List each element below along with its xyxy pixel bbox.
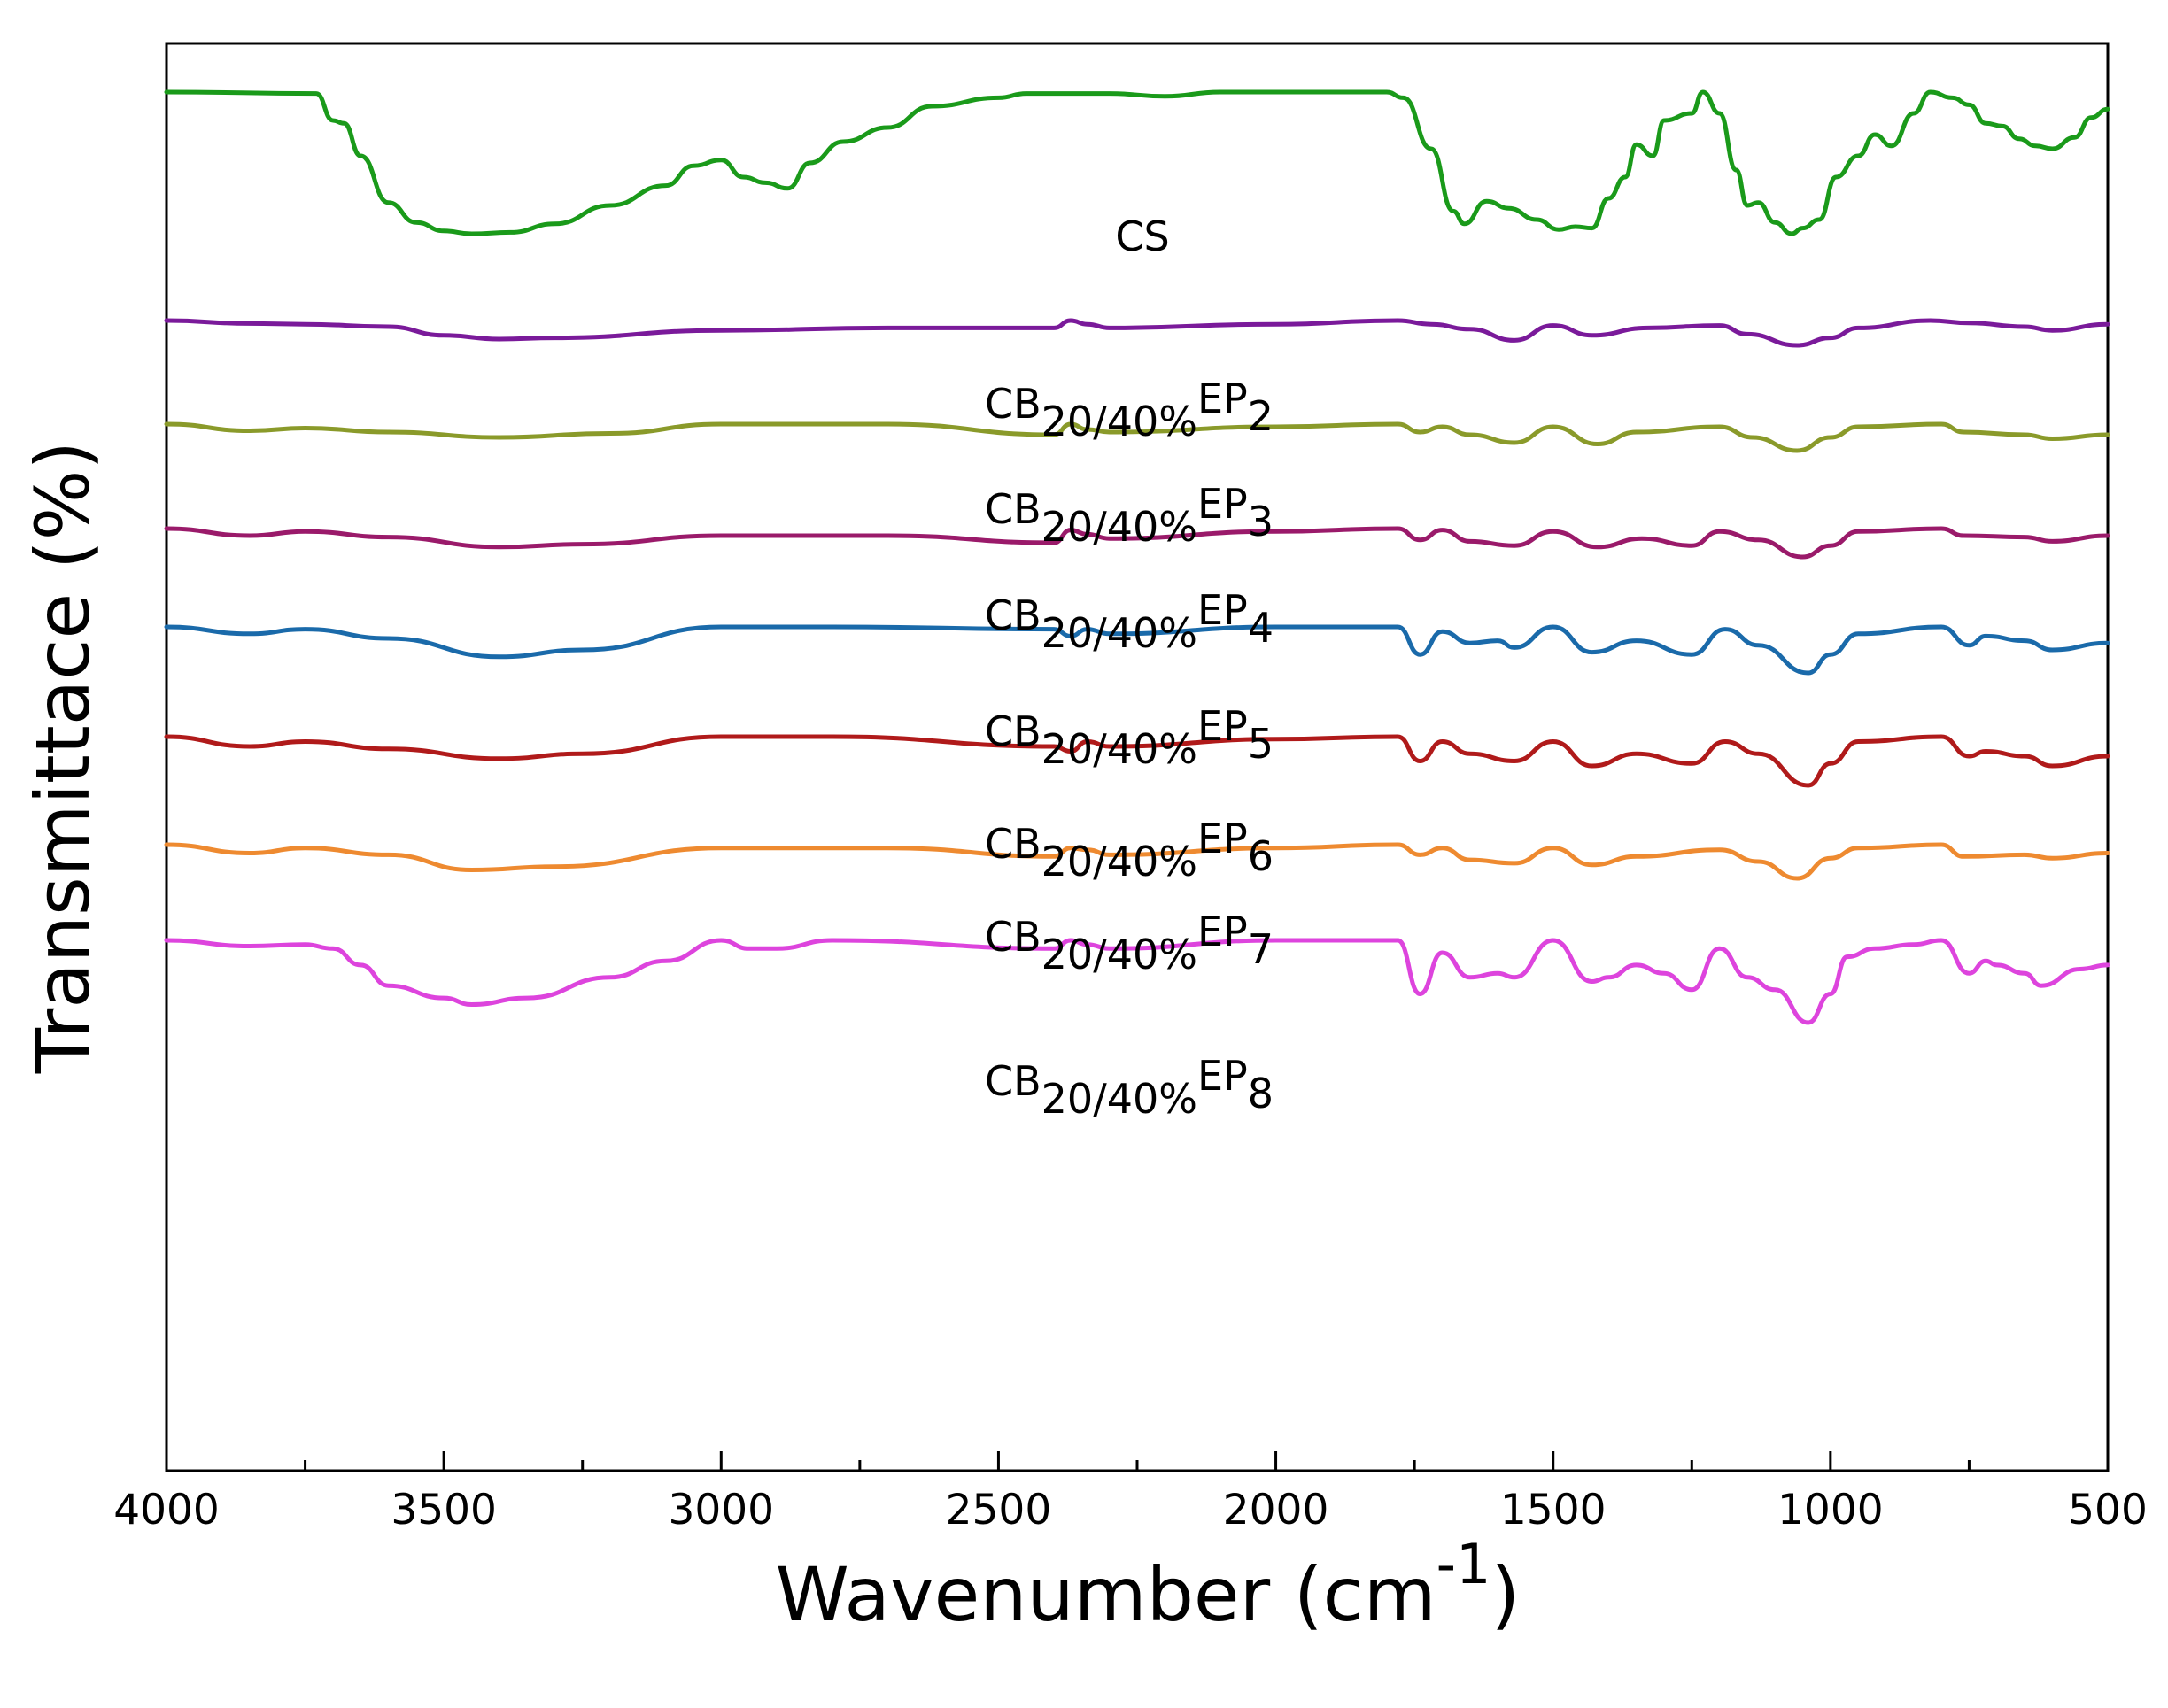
series-line-3	[164, 526, 2110, 560]
label-base: CB	[985, 591, 1041, 639]
label-base: CS	[1115, 213, 1169, 260]
label-mid: EP	[1197, 586, 1248, 634]
x-axis: 4000 3500 3000 2500 2000 1500 1000 500	[113, 1451, 2148, 1534]
series-labels: CSCB20/40%EP2CB20/40%EP3CB20/40%EP4CB20/…	[985, 213, 1274, 1123]
series-line-4	[164, 624, 2110, 676]
label-base: CB	[985, 1057, 1041, 1105]
x-axis-title: Wavenumber (cm-1)	[776, 1532, 1520, 1638]
label-subscript-2: 8	[1248, 1070, 1274, 1117]
label-subscript: 20/40%	[1041, 609, 1197, 657]
series-label-5: CB20/40%EP6	[985, 815, 1274, 885]
series-line-1	[164, 318, 2110, 348]
label-subscript: 20/40%	[1041, 931, 1197, 978]
series-label-1: CB20/40%EP2	[985, 375, 1274, 445]
x-tick-label-2000: 2000	[1223, 1486, 1329, 1534]
label-subscript-2: 6	[1248, 832, 1274, 880]
series-line-0	[164, 89, 2110, 236]
series-label-0: CS	[1115, 213, 1169, 260]
label-subscript: 20/40%	[1041, 838, 1197, 885]
series-line-2	[164, 421, 2110, 453]
label-mid: EP	[1197, 702, 1248, 750]
x-ticks	[165, 1451, 2110, 1471]
series-line-6	[164, 842, 2110, 881]
label-base: CB	[985, 485, 1041, 533]
series-label-2: CB20/40%EP3	[985, 480, 1274, 551]
plot-area: CSCB20/40%EP2CB20/40%EP3CB20/40%EP4CB20/…	[164, 42, 2110, 1472]
label-base: CB	[985, 380, 1041, 428]
label-subscript: 20/40%	[1041, 725, 1197, 773]
label-subscript-2: 5	[1248, 720, 1274, 768]
series-label-7: CB20/40%EP8	[985, 1052, 1274, 1123]
series-line-5	[164, 734, 2110, 788]
label-subscript-2: 7	[1248, 925, 1274, 973]
x-tick-label-500: 500	[2068, 1486, 2148, 1534]
label-mid: EP	[1197, 375, 1248, 422]
series-label-3: CB20/40%EP4	[985, 586, 1274, 657]
label-mid: EP	[1197, 1052, 1248, 1100]
x-tick-labels: 4000 3500 3000 2500 2000 1500 1000 500	[113, 1486, 2148, 1534]
series-label-4: CB20/40%EP5	[985, 702, 1274, 773]
x-tick-label-1500: 1500	[1500, 1486, 1607, 1534]
label-base: CB	[985, 913, 1041, 961]
label-mid: EP	[1197, 908, 1248, 955]
label-subscript-2: 3	[1248, 498, 1274, 545]
label-subscript-2: 4	[1248, 604, 1274, 652]
label-mid: EP	[1197, 815, 1248, 862]
label-mid: EP	[1197, 480, 1248, 528]
label-base: CB	[985, 820, 1041, 868]
label-subscript: 20/40%	[1041, 503, 1197, 551]
series-line-7	[164, 938, 2110, 1025]
spectra-curves	[164, 89, 2110, 1025]
x-axis-title-sup: -1	[1436, 1532, 1491, 1596]
label-subscript: 20/40%	[1041, 398, 1197, 445]
label-subscript-2: 2	[1248, 392, 1274, 440]
label-base: CB	[985, 707, 1041, 755]
x-tick-label-3500: 3500	[391, 1486, 497, 1534]
x-tick-label-1000: 1000	[1777, 1486, 1884, 1534]
x-axis-title-text: Wavenumber (cm	[776, 1551, 1436, 1638]
x-tick-label-2500: 2500	[946, 1486, 1052, 1534]
series-label-6: CB20/40%EP7	[985, 908, 1274, 978]
label-subscript: 20/40%	[1041, 1075, 1197, 1123]
y-axis-title: Transmittace (%)	[19, 441, 106, 1074]
x-axis-title-close: )	[1490, 1551, 1520, 1638]
x-tick-label-3000: 3000	[668, 1486, 774, 1534]
x-tick-label-4000: 4000	[113, 1486, 220, 1534]
